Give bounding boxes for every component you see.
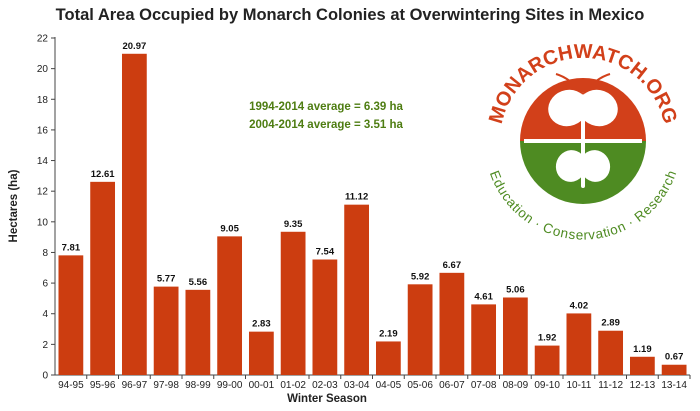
y-tick-label: 6: [42, 279, 48, 290]
bar-04-05: [375, 341, 401, 375]
x-tick-label-08-09: 08-09: [503, 380, 529, 391]
data-label-08-09: 5.06: [506, 284, 525, 295]
x-axis-title: Winter Season: [287, 393, 367, 405]
y-tick-label: 20: [37, 64, 49, 75]
data-labels-group: 7.81 12.61 20.97 5.77 5.56 9.05 2.83 9.35 7.54 11…: [62, 41, 684, 363]
bar-00-01: [248, 331, 274, 375]
bar-03-04: [344, 204, 370, 375]
data-label-99-00: 9.05: [220, 223, 239, 234]
butterfly-icon: [520, 73, 646, 204]
x-tick-label-04-05: 04-05: [376, 380, 402, 391]
bar-09-10: [534, 345, 560, 375]
data-label-02-03: 7.54: [316, 247, 335, 258]
bar-12-13: [629, 356, 655, 375]
bar-05-06: [407, 284, 433, 375]
x-tick-label-07-08: 07-08: [471, 380, 497, 391]
x-tick-label-09-10: 09-10: [534, 380, 560, 391]
x-tick-label-05-06: 05-06: [407, 380, 433, 391]
data-label-04-05: 2.19: [379, 328, 398, 339]
x-tick-label-10-11: 10-11: [566, 380, 591, 391]
bar-11-12: [598, 330, 624, 375]
y-tick-label: 14: [37, 156, 49, 167]
data-label-97-98: 5.77: [157, 274, 176, 285]
x-tick-label-97-98: 97-98: [153, 380, 179, 391]
y-tick-label: 12: [37, 187, 49, 198]
x-tick-label-11-12: 11-12: [598, 380, 623, 391]
data-label-11-12: 2.89: [601, 318, 620, 329]
x-tick-label-03-04: 03-04: [344, 380, 370, 391]
data-label-03-04: 11.12: [345, 192, 368, 203]
data-label-95-96: 12.61: [91, 169, 115, 180]
y-tick-label: 0: [42, 371, 48, 382]
x-tick-label-01-02: 01-02: [280, 380, 306, 391]
bar-96-97: [121, 53, 147, 375]
y-axis-ticks: 0 2 4 6 8 10 12 14 16 18 20 22: [37, 34, 55, 382]
x-tick-label-94-95: 94-95: [58, 380, 84, 391]
y-tick-label: 10: [37, 217, 49, 228]
bar-94-95: [58, 255, 84, 375]
y-tick-label: 2: [42, 340, 48, 351]
data-label-10-11: 4.02: [570, 300, 589, 311]
bar-99-00: [217, 236, 243, 375]
data-label-07-08: 4.61: [474, 291, 493, 302]
data-label-98-99: 5.56: [189, 277, 208, 288]
bar-10-11: [566, 313, 592, 375]
x-tick-label-02-03: 02-03: [312, 380, 338, 391]
x-tick-label-00-01: 00-01: [249, 380, 275, 391]
x-axis-ticks: 94-95 95-96 96-97 97-98 98-99 99-00 00-01 01-02…: [58, 375, 691, 391]
y-tick-label: 22: [37, 34, 49, 45]
average-annotation-2004-2014: 2004-2014 average = 3.51 ha: [249, 119, 403, 131]
x-tick-label-99-00: 99-00: [217, 380, 243, 391]
x-tick-label-95-96: 95-96: [90, 380, 116, 391]
y-tick-label: 18: [37, 95, 49, 106]
data-label-96-97: 20.97: [122, 41, 146, 52]
y-tick-label: 4: [42, 309, 48, 320]
y-tick-label: 16: [37, 125, 49, 136]
x-tick-label-98-99: 98-99: [185, 380, 211, 391]
bar-06-07: [439, 272, 465, 375]
bars-group: [58, 53, 687, 375]
x-tick-label-06-07: 06-07: [439, 380, 465, 391]
bar-07-08: [471, 304, 497, 375]
data-label-01-02: 9.35: [284, 219, 303, 230]
bar-02-03: [312, 259, 338, 375]
data-label-06-07: 6.67: [443, 260, 462, 271]
data-label-94-95: 7.81: [62, 242, 81, 253]
average-annotation-1994-2014: 1994-2014 average = 6.39 ha: [249, 101, 403, 113]
bar-98-99: [185, 289, 211, 375]
x-tick-label-12-13: 12-13: [630, 380, 656, 391]
data-label-13-14: 0.67: [665, 352, 684, 363]
bar-95-96: [90, 181, 116, 375]
y-axis-title: Hectares (ha): [8, 169, 20, 242]
monarch-watch-logo: MONARCHWATCH.ORG Education · Conservatio…: [485, 41, 681, 243]
bar-01-02: [280, 231, 306, 375]
x-tick-label-96-97: 96-97: [122, 380, 148, 391]
x-tick-label-13-14: 13-14: [661, 380, 687, 391]
chart-title: Total Area Occupied by Monarch Colonies …: [55, 6, 645, 24]
data-label-05-06: 5.92: [411, 271, 430, 282]
data-label-09-10: 1.92: [538, 333, 557, 344]
bar-97-98: [153, 286, 179, 375]
bar-13-14: [661, 364, 687, 375]
bar-08-09: [502, 297, 528, 375]
data-label-00-01: 2.83: [252, 319, 271, 330]
y-tick-label: 8: [42, 248, 48, 259]
data-label-12-13: 1.19: [633, 344, 652, 355]
